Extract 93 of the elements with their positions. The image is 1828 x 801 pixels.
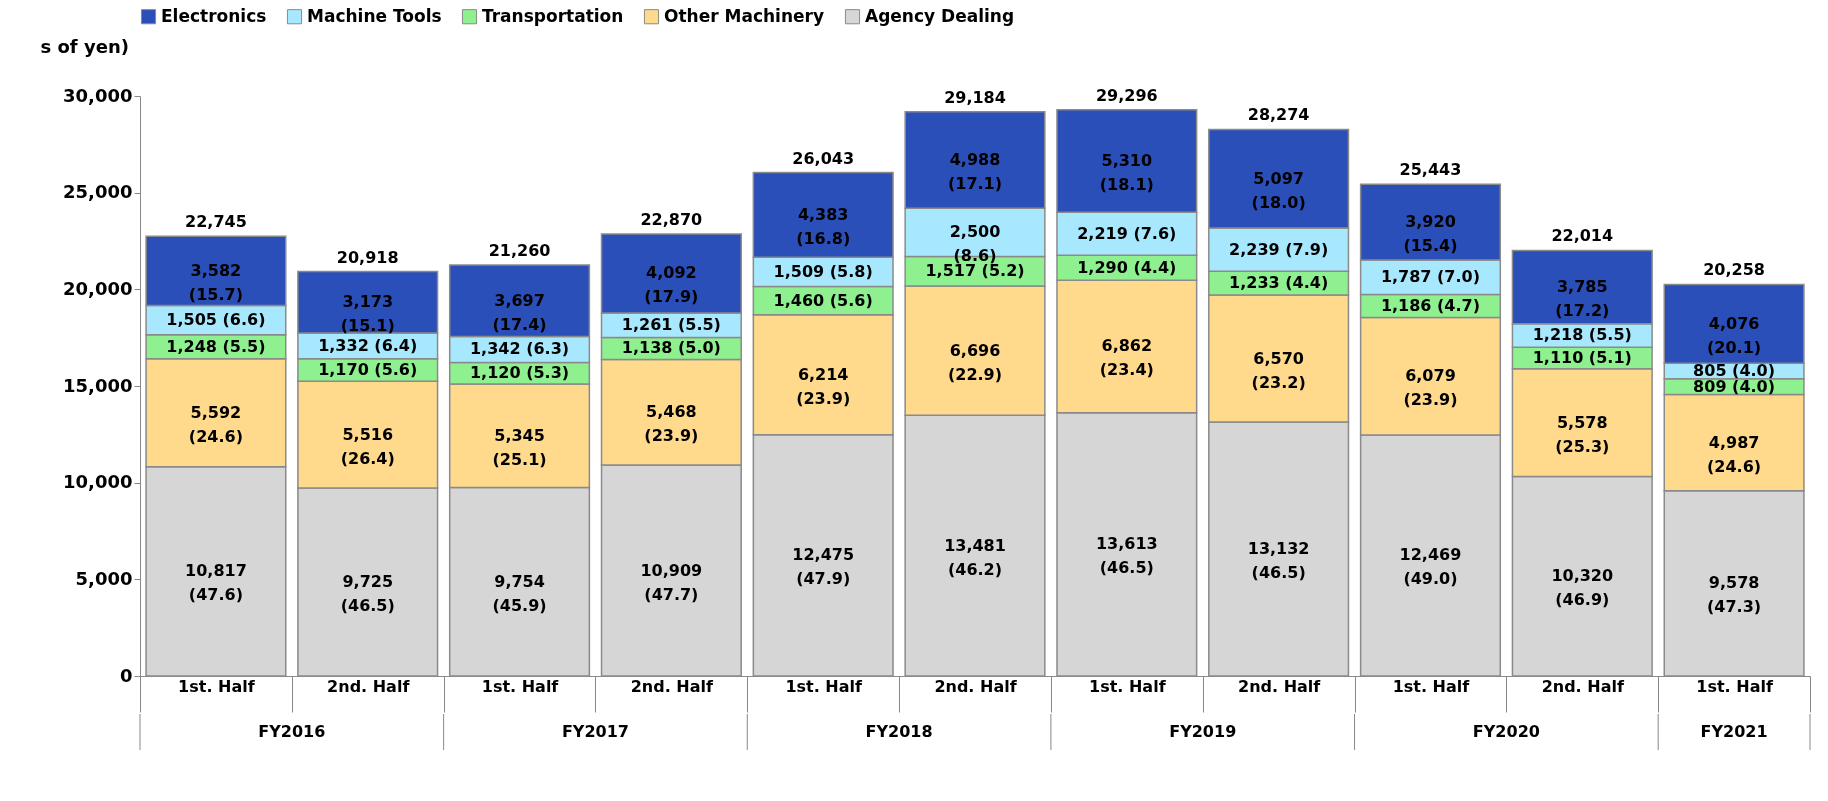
x-tick-label: 1st. Half bbox=[481, 676, 560, 696]
x-tick-label: 1st. Half bbox=[1392, 676, 1471, 696]
data-label: 5,310 (18.1) bbox=[1099, 150, 1154, 194]
data-label: 5,468 (23.9) bbox=[644, 402, 699, 446]
data-label: 4,383 (16.8) bbox=[796, 204, 851, 248]
text: FY2018 bbox=[865, 722, 933, 741]
total-label: 22,745 bbox=[185, 212, 247, 232]
data-label: 1,342 (6.3) bbox=[469, 339, 570, 359]
data-label: 1,290 (4.4) bbox=[1077, 257, 1177, 277]
y-axis-title: s of yen) bbox=[40, 35, 129, 57]
total-label: 28,274 bbox=[1247, 105, 1310, 125]
x-tick-label: 1st. Half bbox=[785, 676, 864, 696]
text: FY2020 bbox=[1472, 722, 1540, 741]
data-label: 1,186 (4.7) bbox=[1380, 295, 1481, 315]
data-label: 13,132 (46.5) bbox=[1247, 539, 1310, 583]
data-label: 805 (4.0) bbox=[1693, 360, 1776, 380]
text: FY2021 bbox=[1700, 722, 1768, 741]
data-label: 5,592 (24.6) bbox=[188, 402, 243, 446]
data-label: 1,233 (4.4) bbox=[1229, 273, 1329, 293]
data-label: 6,570 (23.2) bbox=[1251, 348, 1306, 392]
text: FY2017 bbox=[561, 722, 629, 741]
x-tick-label: 1st. Half bbox=[1089, 676, 1167, 696]
data-label: 1,509 (5.8) bbox=[773, 261, 873, 281]
y-tick-label: 25,000 bbox=[63, 181, 133, 203]
y-tick-label: 0 bbox=[119, 664, 133, 686]
y-tick-label: 15,000 bbox=[63, 374, 133, 396]
data-label: 10,320 (46.9) bbox=[1551, 566, 1614, 610]
x-tick-label: 2nd. Half bbox=[1238, 676, 1322, 696]
total-label: 22,870 bbox=[640, 209, 703, 229]
y-tick-label: 10,000 bbox=[63, 471, 133, 493]
data-label: 1,505 (6.6) bbox=[166, 310, 266, 330]
data-label: 1,261 (5.5) bbox=[621, 315, 721, 335]
y-tick-label: 20,000 bbox=[63, 277, 133, 299]
data-label: 1,332 (6.4) bbox=[318, 335, 418, 355]
data-label: 12,469 (49.0) bbox=[1399, 545, 1462, 589]
data-label: 1,110 (5.1) bbox=[1532, 347, 1632, 367]
data-label: 1,787 (7.0) bbox=[1380, 267, 1481, 287]
legend-label: Electronics bbox=[161, 5, 267, 26]
y-tick-label: 5,000 bbox=[75, 567, 133, 589]
total-label: 22,014 bbox=[1551, 226, 1614, 246]
legend-label: Machine Tools bbox=[307, 5, 442, 26]
total-label: 20,258 bbox=[1703, 260, 1765, 280]
x-tick-label: 1st. Half bbox=[178, 676, 256, 696]
total-label: 26,043 bbox=[792, 148, 855, 168]
data-label: 5,516 (26.4) bbox=[340, 424, 395, 468]
data-label: 6,079 (23.9) bbox=[1403, 366, 1458, 410]
data-label: 10,817 (47.6) bbox=[185, 561, 247, 605]
x-tick-label: 1st. Half bbox=[1696, 676, 1774, 696]
data-label: 1,248 (5.5) bbox=[166, 336, 266, 356]
data-label: 6,214 (23.9) bbox=[796, 364, 851, 408]
total-label: 29,296 bbox=[1095, 85, 1158, 105]
data-label: 6,862 (23.4) bbox=[1099, 336, 1154, 380]
data-label: 3,582 (15.7) bbox=[188, 260, 243, 304]
data-label: 3,173 (15.1) bbox=[340, 292, 395, 336]
data-label: 6,696 (22.9) bbox=[947, 340, 1003, 384]
data-label: 5,345 (25.1) bbox=[492, 425, 547, 469]
data-label: 3,785 (17.2) bbox=[1555, 277, 1610, 321]
text: FY2016 bbox=[258, 722, 326, 741]
data-label: 5,578 (25.3) bbox=[1555, 412, 1610, 456]
data-label: 13,481 (46.2) bbox=[944, 535, 1006, 579]
data-label: 9,754 (45.9) bbox=[492, 571, 547, 615]
data-label: 4,987 (24.6) bbox=[1707, 432, 1762, 476]
x-tick-label: 2nd. Half bbox=[327, 676, 411, 696]
x-tick-label: 2nd. Half bbox=[630, 676, 715, 696]
data-label: 3,920 (15.4) bbox=[1403, 212, 1458, 256]
data-label: 4,076 (20.1) bbox=[1707, 313, 1762, 357]
legend-label: Agency Dealing bbox=[865, 5, 1015, 26]
total-label: 29,184 bbox=[944, 87, 1006, 107]
legend-label: Transportation bbox=[482, 5, 624, 26]
x-tick-label: 2nd. Half bbox=[934, 676, 1018, 696]
data-label: 4,092 (17.9) bbox=[644, 263, 699, 307]
data-label: 1,218 (5.5) bbox=[1532, 325, 1632, 345]
x-tick-label: 2nd. Half bbox=[1541, 676, 1625, 696]
data-label: 4,988 (17.1) bbox=[947, 150, 1003, 194]
data-label: 1,460 (5.6) bbox=[773, 290, 873, 310]
data-label: 1,138 (5.0) bbox=[621, 338, 721, 358]
data-label: 2,219 (7.6) bbox=[1077, 223, 1177, 243]
data-label: 1,120 (5.3) bbox=[469, 363, 570, 383]
data-label: 3,697 (17.4) bbox=[492, 290, 547, 334]
data-label: 9,725 (46.5) bbox=[340, 571, 395, 615]
data-label: 1,170 (5.6) bbox=[318, 360, 418, 380]
data-label: 2,239 (7.9) bbox=[1229, 239, 1329, 259]
data-label: 5,097 (18.0) bbox=[1251, 168, 1306, 212]
total-label: 21,260 bbox=[488, 241, 551, 261]
total-label: 20,918 bbox=[336, 247, 399, 267]
data-label: 10,909 (47.7) bbox=[640, 560, 703, 604]
data-label: 12,475 (47.9) bbox=[792, 545, 855, 589]
data-label: 13,613 (46.5) bbox=[1095, 534, 1158, 578]
legend-label: Other Machinery bbox=[664, 5, 825, 26]
text: FY2019 bbox=[1169, 722, 1237, 741]
total-label: 25,443 bbox=[1399, 160, 1462, 180]
y-tick-label: 30,000 bbox=[63, 84, 133, 106]
data-label: 9,578 (47.3) bbox=[1707, 573, 1762, 617]
